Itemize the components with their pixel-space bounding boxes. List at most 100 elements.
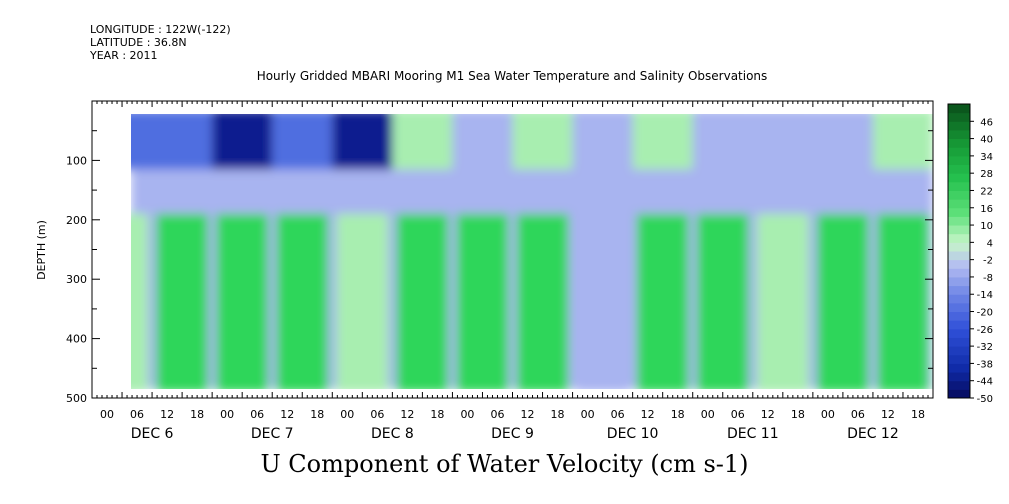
colorbar-swatch — [948, 121, 970, 131]
x-hour-label: 12 — [761, 408, 775, 421]
colorbar-label: -14 — [977, 290, 993, 301]
x-hour-label: 12 — [280, 408, 294, 421]
heatmap-cell-deep — [336, 213, 389, 389]
x-hour-label: 12 — [160, 408, 174, 421]
colorbar-swatch — [948, 320, 970, 330]
colorbar-swatch — [948, 190, 970, 200]
colorbar-label: -2 — [983, 256, 993, 267]
heatmap-cell-deep — [816, 213, 869, 389]
x-hour-label: 18 — [310, 408, 324, 421]
x-hour-label: 06 — [851, 408, 865, 421]
x-hour-label: 00 — [220, 408, 234, 421]
x-day-label: DEC 8 — [371, 426, 414, 442]
heatmap-cell-deep — [216, 213, 269, 389]
x-hour-label: 00 — [581, 408, 595, 421]
colorbar-swatch — [948, 233, 970, 243]
heatmap-cell-deep — [636, 213, 689, 389]
colorbar-swatch — [948, 389, 970, 399]
colorbar-swatch — [948, 112, 970, 122]
colorbar-swatch — [948, 138, 970, 148]
x-day-label: DEC 7 — [251, 426, 294, 442]
colorbar-swatch — [948, 155, 970, 166]
y-tick-label: 100 — [66, 154, 87, 167]
variable-title: U Component of Water Velocity (cm s-1) — [260, 450, 749, 478]
colorbar-swatch — [948, 276, 970, 287]
colorbar-swatch — [948, 242, 970, 252]
heatmap-cell-surface — [332, 114, 393, 170]
colorbar-label: 46 — [980, 117, 993, 128]
heatmap-cell-surface — [131, 114, 153, 170]
x-day-label: DEC 6 — [131, 426, 174, 442]
colorbar-label: 28 — [980, 169, 993, 180]
x-hour-label: 18 — [671, 408, 685, 421]
colorbar-swatch — [948, 181, 970, 191]
heatmap-cell-deep — [756, 213, 809, 389]
colorbar-swatch — [948, 294, 970, 304]
heatmap-cell-surface — [572, 114, 633, 170]
colorbar-label: 34 — [980, 152, 993, 163]
colorbar-label: -44 — [977, 377, 993, 388]
y-tick-label: 200 — [66, 214, 87, 227]
colorbar-swatch — [948, 363, 970, 373]
heatmap-cell-surface — [752, 114, 813, 170]
heatmap-cell-surface — [272, 114, 333, 170]
heatmap-cell-deep — [516, 213, 569, 389]
colorbar-frame — [947, 103, 971, 399]
x-hour-label: 18 — [190, 408, 204, 421]
x-day-label: DEC 10 — [607, 426, 659, 442]
x-day-label: DEC 9 — [491, 426, 534, 442]
heatmap-cell-deep — [276, 213, 329, 389]
colorbar-swatch — [948, 251, 970, 261]
colorbar-label: -26 — [977, 325, 993, 336]
heatmap-cell-surface — [212, 114, 273, 170]
x-hour-label: 12 — [641, 408, 655, 421]
heatmap-cell-deep — [876, 213, 929, 389]
y-tick-label: 300 — [66, 273, 87, 286]
x-hour-label: 18 — [911, 408, 925, 421]
colorbar-label: -38 — [977, 359, 993, 370]
y-axis-label: DEPTH (m) — [35, 220, 48, 280]
heatmap-cell-deep — [576, 213, 629, 389]
x-hour-label: 00 — [701, 408, 715, 421]
colorbar-swatch — [948, 225, 970, 235]
colorbar-label: 10 — [980, 221, 993, 232]
colorbar-swatch — [948, 259, 970, 269]
colorbar-swatch — [948, 346, 970, 356]
colorbar-swatch — [948, 302, 970, 313]
x-hour-label: 06 — [731, 408, 745, 421]
colorbar-label: 4 — [987, 238, 993, 249]
plot-axes: 00 06 12 18 00 06 12 18 00 06 12 18 00 06 12 18 00 06 12 18… — [35, 100, 934, 442]
x-hour-label: 00 — [340, 408, 354, 421]
colorbar-swatch — [948, 173, 970, 183]
year-label: YEAR : 2011 — [90, 49, 158, 62]
colorbar-label: -32 — [977, 342, 993, 353]
x-hour-label: 06 — [130, 408, 144, 421]
x-hour-label: 18 — [791, 408, 805, 421]
colorbar-label: -20 — [977, 308, 993, 319]
heatmap-cell-surface — [152, 114, 213, 170]
x-hour-label: 18 — [430, 408, 444, 421]
y-tick-label: 400 — [66, 333, 87, 346]
x-hour-label: 06 — [611, 408, 625, 421]
longitude-label: LONGITUDE : 122W(-122) — [90, 23, 231, 36]
x-hour-label: 00 — [821, 408, 835, 421]
x-hour-label: 06 — [490, 408, 504, 421]
heatmap-cell-deep — [396, 213, 449, 389]
colorbar-label: 22 — [980, 186, 993, 197]
heatmap-cell-surface — [452, 114, 513, 170]
heatmap-cell-surface — [632, 114, 693, 170]
colorbar-swatch — [948, 311, 970, 321]
latitude-label: LATITUDE : 36.8N — [90, 36, 187, 49]
x-hour-label: 06 — [370, 408, 384, 421]
colorbar-swatch — [948, 199, 970, 209]
x-hour-label: 18 — [551, 408, 565, 421]
y-tick-label: 500 — [66, 392, 87, 405]
x-day-label: DEC 11 — [727, 426, 779, 442]
chart-title: Hourly Gridded MBARI Mooring M1 Sea Wate… — [256, 69, 768, 83]
colorbar-swatch — [948, 147, 970, 157]
colorbar-swatch — [948, 328, 970, 338]
heatmap-cell-surface — [392, 114, 453, 170]
x-hour-label: 12 — [521, 408, 535, 421]
colorbar-swatch — [948, 104, 970, 114]
